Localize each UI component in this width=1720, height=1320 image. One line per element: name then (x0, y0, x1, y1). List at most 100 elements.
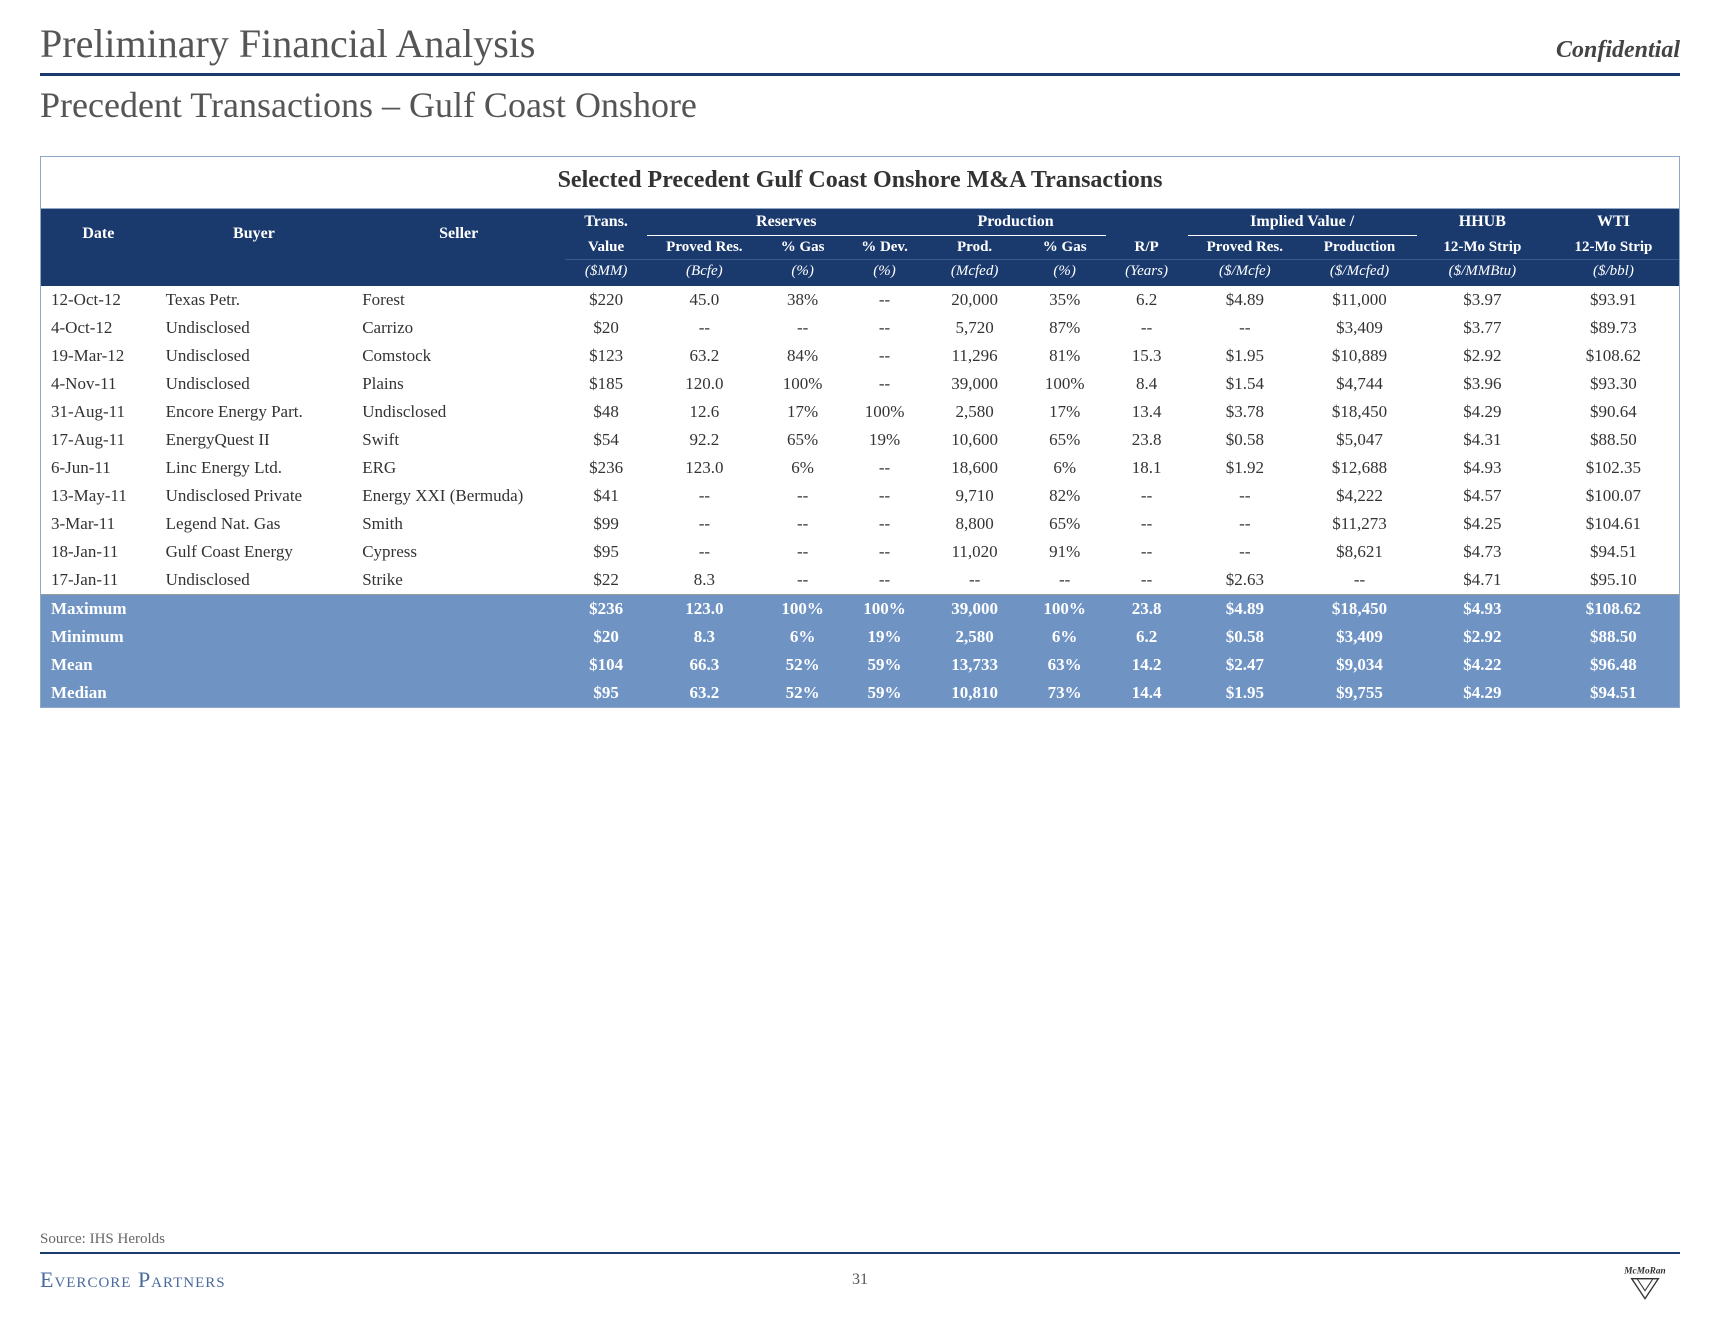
cell-date: 18-Jan-11 (41, 538, 156, 566)
cell-prod: 39,000 (925, 370, 1023, 398)
col-date: Date (41, 209, 156, 260)
cell-value: $99 (565, 510, 647, 538)
cell-gasr: -- (762, 510, 844, 538)
unit-wti: ($/bbl) (1548, 260, 1679, 287)
cell-proved: 45.0 (647, 286, 762, 314)
cell-wti: $90.64 (1548, 398, 1679, 426)
cell-rp: 15.3 (1106, 342, 1188, 370)
summary-gasp: 73% (1024, 679, 1106, 707)
summary-rp: 14.2 (1106, 651, 1188, 679)
footer: Source: IHS Herolds Evercore Partners 31… (40, 1231, 1680, 1300)
cell-ivp: $1.95 (1188, 342, 1303, 370)
unit-rp: (Years) (1106, 260, 1188, 287)
cell-buyer: Undisclosed Private (156, 482, 353, 510)
table-row: 31-Aug-11Encore Energy Part.Undisclosed$… (41, 398, 1679, 426)
footer-row: Evercore Partners 31 McMoRan (40, 1260, 1680, 1300)
cell-ivp: -- (1188, 510, 1303, 538)
unit-ivp: ($/Mcfe) (1188, 260, 1303, 287)
unit-dev: (%) (844, 260, 926, 287)
group-reserves: Reserves (647, 209, 925, 236)
cell-prod: 18,600 (925, 454, 1023, 482)
cell-buyer: Undisclosed (156, 314, 353, 342)
cell-hh: $4.71 (1417, 566, 1548, 595)
cell-value: $54 (565, 426, 647, 454)
cell-seller: Swift (352, 426, 565, 454)
cell-rp: 8.4 (1106, 370, 1188, 398)
summary-ivpr: $9,755 (1302, 679, 1417, 707)
summary-row: Mean$10466.352%59%13,73363%14.2$2.47$9,0… (41, 651, 1679, 679)
cell-prod: 20,000 (925, 286, 1023, 314)
table-row: 4-Oct-12UndisclosedCarrizo$20------5,720… (41, 314, 1679, 342)
page-title: Preliminary Financial Analysis (40, 20, 536, 67)
cell-proved: -- (647, 538, 762, 566)
table-title: Selected Precedent Gulf Coast Onshore M&… (41, 157, 1679, 209)
table-row: 19-Mar-12UndisclosedComstock$12363.284%-… (41, 342, 1679, 370)
unit-value: ($MM) (565, 260, 647, 287)
cell-dev: -- (844, 482, 926, 510)
unit-row: ($MM) (Bcfe) (%) (%) (Mcfed) (%) (Years)… (41, 260, 1679, 287)
summary-gasr: 100% (762, 595, 844, 624)
cell-gasp: 91% (1024, 538, 1106, 566)
cell-date: 12-Oct-12 (41, 286, 156, 314)
cell-dev: 100% (844, 398, 926, 426)
cell-value: $20 (565, 314, 647, 342)
summary-ivpr: $18,450 (1302, 595, 1417, 624)
cell-gasr: -- (762, 314, 844, 342)
cell-buyer: Encore Energy Part. (156, 398, 353, 426)
cell-ivpr: $3,409 (1302, 314, 1417, 342)
col-prod: Prod. (925, 236, 1023, 260)
cell-ivp: -- (1188, 314, 1303, 342)
cell-ivp: $3.78 (1188, 398, 1303, 426)
summary-row: Median$9563.252%59%10,81073%14.4$1.95$9,… (41, 679, 1679, 707)
source-label: Source: IHS Herolds (40, 1231, 1680, 1254)
cell-buyer: Undisclosed (156, 342, 353, 370)
cell-ivpr: $18,450 (1302, 398, 1417, 426)
cell-buyer: Undisclosed (156, 566, 353, 595)
summary-hh: $4.93 (1417, 595, 1548, 624)
cell-date: 13-May-11 (41, 482, 156, 510)
cell-hh: $4.25 (1417, 510, 1548, 538)
cell-buyer: Gulf Coast Energy (156, 538, 353, 566)
unit-ivpr: ($/Mcfed) (1302, 260, 1417, 287)
col-buyer: Buyer (156, 209, 353, 260)
cell-hh: $3.97 (1417, 286, 1548, 314)
cell-gasr: 84% (762, 342, 844, 370)
cell-value: $220 (565, 286, 647, 314)
table-row: 4-Nov-11UndisclosedPlains$185120.0100%--… (41, 370, 1679, 398)
col-proved: Proved Res. (647, 236, 762, 260)
col-seller: Seller (352, 209, 565, 260)
cell-gasp: 65% (1024, 510, 1106, 538)
summary-proved: 66.3 (647, 651, 762, 679)
summary-value: $236 (565, 595, 647, 624)
cell-seller: Smith (352, 510, 565, 538)
cell-ivp: $1.54 (1188, 370, 1303, 398)
cell-hh: $4.73 (1417, 538, 1548, 566)
summary-rp: 6.2 (1106, 623, 1188, 651)
cell-prod: 10,600 (925, 426, 1023, 454)
cell-gasp: 100% (1024, 370, 1106, 398)
summary-prod: 13,733 (925, 651, 1023, 679)
col-value: Value (565, 236, 647, 260)
cell-ivpr: $4,744 (1302, 370, 1417, 398)
table-row: 12-Oct-12Texas Petr.Forest$22045.038%--2… (41, 286, 1679, 314)
cell-rp: -- (1106, 314, 1188, 342)
cell-rp: -- (1106, 566, 1188, 595)
cell-dev: -- (844, 314, 926, 342)
cell-wti: $89.73 (1548, 314, 1679, 342)
group-header-row: Date Buyer Seller Trans. Reserves Produc… (41, 209, 1679, 236)
summary-proved: 63.2 (647, 679, 762, 707)
cell-value: $185 (565, 370, 647, 398)
cell-buyer: Linc Energy Ltd. (156, 454, 353, 482)
cell-seller: Cypress (352, 538, 565, 566)
summary-hh: $4.29 (1417, 679, 1548, 707)
summary-dev: 59% (844, 651, 926, 679)
summary-ivp: $2.47 (1188, 651, 1303, 679)
col-strip-h: 12-Mo Strip (1417, 236, 1548, 260)
cell-ivp: $1.92 (1188, 454, 1303, 482)
summary-wti: $108.62 (1548, 595, 1679, 624)
cell-proved: 12.6 (647, 398, 762, 426)
cell-wti: $104.61 (1548, 510, 1679, 538)
table-head: Date Buyer Seller Trans. Reserves Produc… (41, 209, 1679, 286)
logo-text: McMoRan (1623, 1266, 1665, 1276)
summary-gasr: 6% (762, 623, 844, 651)
